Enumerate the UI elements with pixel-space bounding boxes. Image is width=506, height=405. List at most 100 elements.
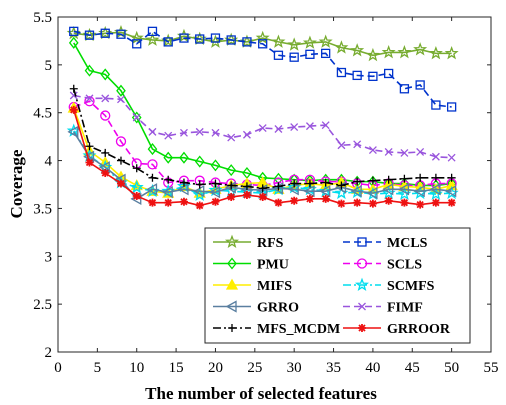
data-point-rfs	[318, 34, 333, 48]
data-point-mfs-mcdm	[101, 148, 110, 157]
y-axis-label: Coverage	[7, 149, 26, 218]
data-point-rfs	[397, 45, 412, 59]
legend-item-scls: SCLS	[343, 258, 422, 273]
data-point-grroor	[69, 105, 78, 114]
data-point-mcls	[305, 49, 315, 59]
series-scls	[68, 96, 457, 191]
data-point-grroor	[195, 201, 204, 210]
data-point-mcls	[226, 35, 236, 45]
data-point-rfs	[444, 46, 459, 60]
data-point-fimf	[431, 152, 440, 161]
series-line-mcls	[73, 30, 452, 108]
data-point-mcls	[100, 28, 110, 38]
data-point-mfs-mcdm	[132, 164, 141, 173]
data-point-grroor	[431, 198, 440, 207]
legend-label-rfs: RFS	[257, 236, 284, 251]
legend-item-mifs: MIFS	[213, 278, 292, 294]
data-point-fimf	[447, 153, 456, 162]
legend-item-grroor: GRROOR	[343, 322, 451, 337]
x-tick-label: 50	[444, 360, 459, 376]
data-point-fimf	[227, 133, 236, 142]
legend-swatch-marker	[227, 257, 237, 270]
data-point-mfs-mcdm	[321, 178, 330, 187]
data-point-mfs-mcdm	[337, 181, 346, 190]
data-point-mfs-mcdm	[195, 180, 204, 189]
data-point-mcls	[195, 34, 205, 44]
x-tick-label: 25	[247, 360, 262, 376]
legend-label-scls: SCLS	[387, 258, 422, 273]
data-point-mfs-mcdm	[400, 174, 409, 183]
series-line-scmfs	[73, 130, 452, 196]
data-point-grroor	[384, 196, 393, 205]
data-point-grroor	[116, 179, 125, 188]
data-point-pmu	[226, 164, 237, 177]
data-point-mfs-mcdm	[148, 173, 157, 182]
data-point-mcls	[242, 37, 252, 47]
data-point-grro	[319, 185, 331, 198]
data-point-mcls	[415, 80, 425, 90]
data-point-fimf	[132, 113, 141, 122]
data-point-grroor	[274, 198, 283, 207]
data-point-grro	[382, 183, 394, 196]
data-point-fimf	[195, 127, 204, 136]
data-point-fimf	[148, 127, 157, 136]
data-point-fimf	[305, 122, 314, 131]
data-point-mcls	[321, 48, 331, 59]
x-tick-label: 30	[287, 360, 302, 376]
x-tick-label: 40	[365, 360, 380, 376]
data-point-fimf	[337, 141, 346, 150]
legend-item-scmfs: SCMFS	[343, 277, 435, 294]
legend-label-mifs: MIFS	[257, 279, 292, 294]
data-point-grroor	[337, 199, 346, 208]
data-point-fimf	[290, 123, 299, 132]
x-tick-label: 35	[326, 360, 341, 376]
data-point-rfs	[428, 46, 443, 60]
data-point-fimf	[321, 121, 330, 130]
data-point-grroor	[353, 198, 362, 207]
data-point-mfs-mcdm	[258, 184, 267, 193]
data-point-mfs-mcdm	[85, 142, 94, 151]
legend-item-mcls: MCLS	[343, 236, 428, 251]
data-point-mfs-mcdm	[179, 178, 188, 187]
axes-layer	[57, 16, 492, 353]
data-point-mcls	[446, 102, 457, 112]
data-point-grroor	[227, 192, 236, 201]
data-point-mfs-mcdm	[211, 179, 220, 188]
data-point-fimf	[117, 95, 125, 104]
legend-swatch-marker	[225, 278, 239, 290]
plot-frame	[57, 16, 492, 353]
data-point-pmu	[116, 84, 126, 97]
data-point-grro	[398, 183, 410, 196]
x-tick-label: 45	[405, 360, 420, 376]
legend-label-scmfs: SCMFS	[387, 279, 435, 294]
data-point-grro	[177, 183, 189, 196]
data-point-pmu	[210, 159, 221, 172]
data-point-grro	[413, 185, 425, 198]
data-point-grro	[146, 183, 158, 196]
data-point-fimf	[274, 125, 283, 133]
series-layer	[66, 24, 459, 210]
data-point-grro	[429, 183, 441, 196]
data-point-grroor	[416, 200, 425, 209]
series-fimf	[69, 91, 456, 162]
data-point-rfs	[413, 42, 428, 56]
data-point-rfs	[381, 45, 396, 59]
y-tick-label: 4	[45, 154, 53, 170]
legend-item-grro: GRRO	[213, 300, 299, 316]
data-point-grroor	[164, 198, 173, 207]
data-point-grro	[350, 185, 362, 198]
legend-swatch-marker	[225, 300, 237, 313]
legend-swatch-marker	[358, 324, 366, 332]
data-point-fimf	[211, 128, 220, 137]
data-point-fimf	[384, 147, 393, 156]
data-point-scls	[84, 96, 95, 107]
data-point-grroor	[290, 196, 299, 205]
legend-swatch-marker	[228, 324, 236, 332]
data-point-mfs-mcdm	[164, 175, 173, 184]
data-point-mcls	[352, 70, 362, 81]
y-tick-label: 5	[45, 58, 53, 74]
data-point-grroor	[368, 199, 377, 208]
data-point-mcls	[289, 52, 299, 62]
data-point-mcls	[179, 33, 189, 43]
